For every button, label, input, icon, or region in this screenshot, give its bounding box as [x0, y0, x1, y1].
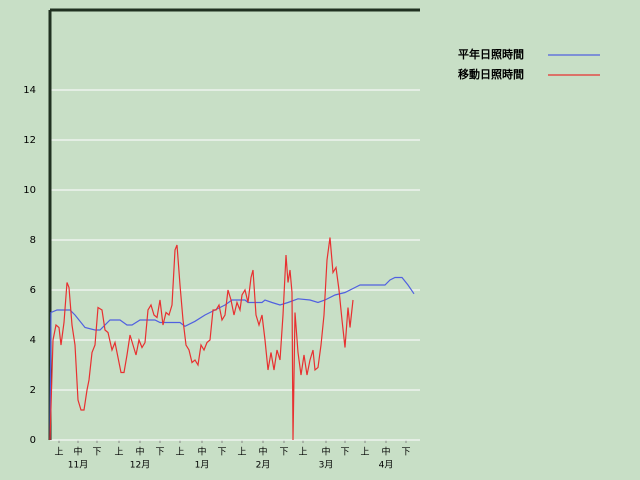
x-tick-label: 中 [135, 446, 144, 458]
x-tick-label: 中 [73, 446, 82, 458]
y-tick-label: 2 [30, 385, 36, 396]
y-tick-label: 4 [30, 335, 36, 346]
x-tick-label: 下 [401, 448, 410, 458]
x-tick-label: 上 [175, 447, 184, 458]
x-tick-label: 上 [237, 447, 246, 458]
legend-label: 平年日照時間 [458, 47, 524, 61]
x-group-label: 11月 [68, 460, 88, 471]
x-tick-label: 上 [114, 447, 123, 458]
y-tick-label: 12 [23, 135, 36, 146]
x-tick-label: 中 [197, 446, 206, 458]
x-group-label: 3月 [319, 460, 334, 471]
x-group-label: 12月 [130, 460, 150, 471]
x-group-label: 4月 [379, 460, 394, 471]
x-tick-label: 下 [155, 448, 164, 458]
y-tick-label: 14 [23, 85, 36, 96]
x-tick-label: 下 [279, 448, 288, 458]
y-tick-label: 0 [30, 435, 36, 446]
series-line [49, 237, 354, 441]
x-tick-label: 上 [298, 447, 307, 458]
x-tick-label: 上 [54, 447, 63, 458]
x-tick-label: 中 [381, 446, 390, 458]
x-tick-label: 中 [258, 446, 267, 458]
x-tick-label: 下 [217, 448, 226, 458]
legend-label: 移動日照時間 [458, 67, 524, 81]
y-tick-label: 10 [23, 185, 36, 196]
x-tick-label: 上 [360, 447, 369, 458]
x-group-label: 1月 [195, 460, 210, 471]
x-group-label: 2月 [256, 460, 271, 471]
series-line [49, 276, 415, 441]
y-tick-label: 6 [30, 285, 36, 296]
x-tick-label: 中 [321, 446, 330, 458]
x-tick-label: 下 [340, 448, 349, 458]
x-tick-label: 下 [92, 448, 101, 458]
y-tick-label: 8 [30, 235, 36, 246]
